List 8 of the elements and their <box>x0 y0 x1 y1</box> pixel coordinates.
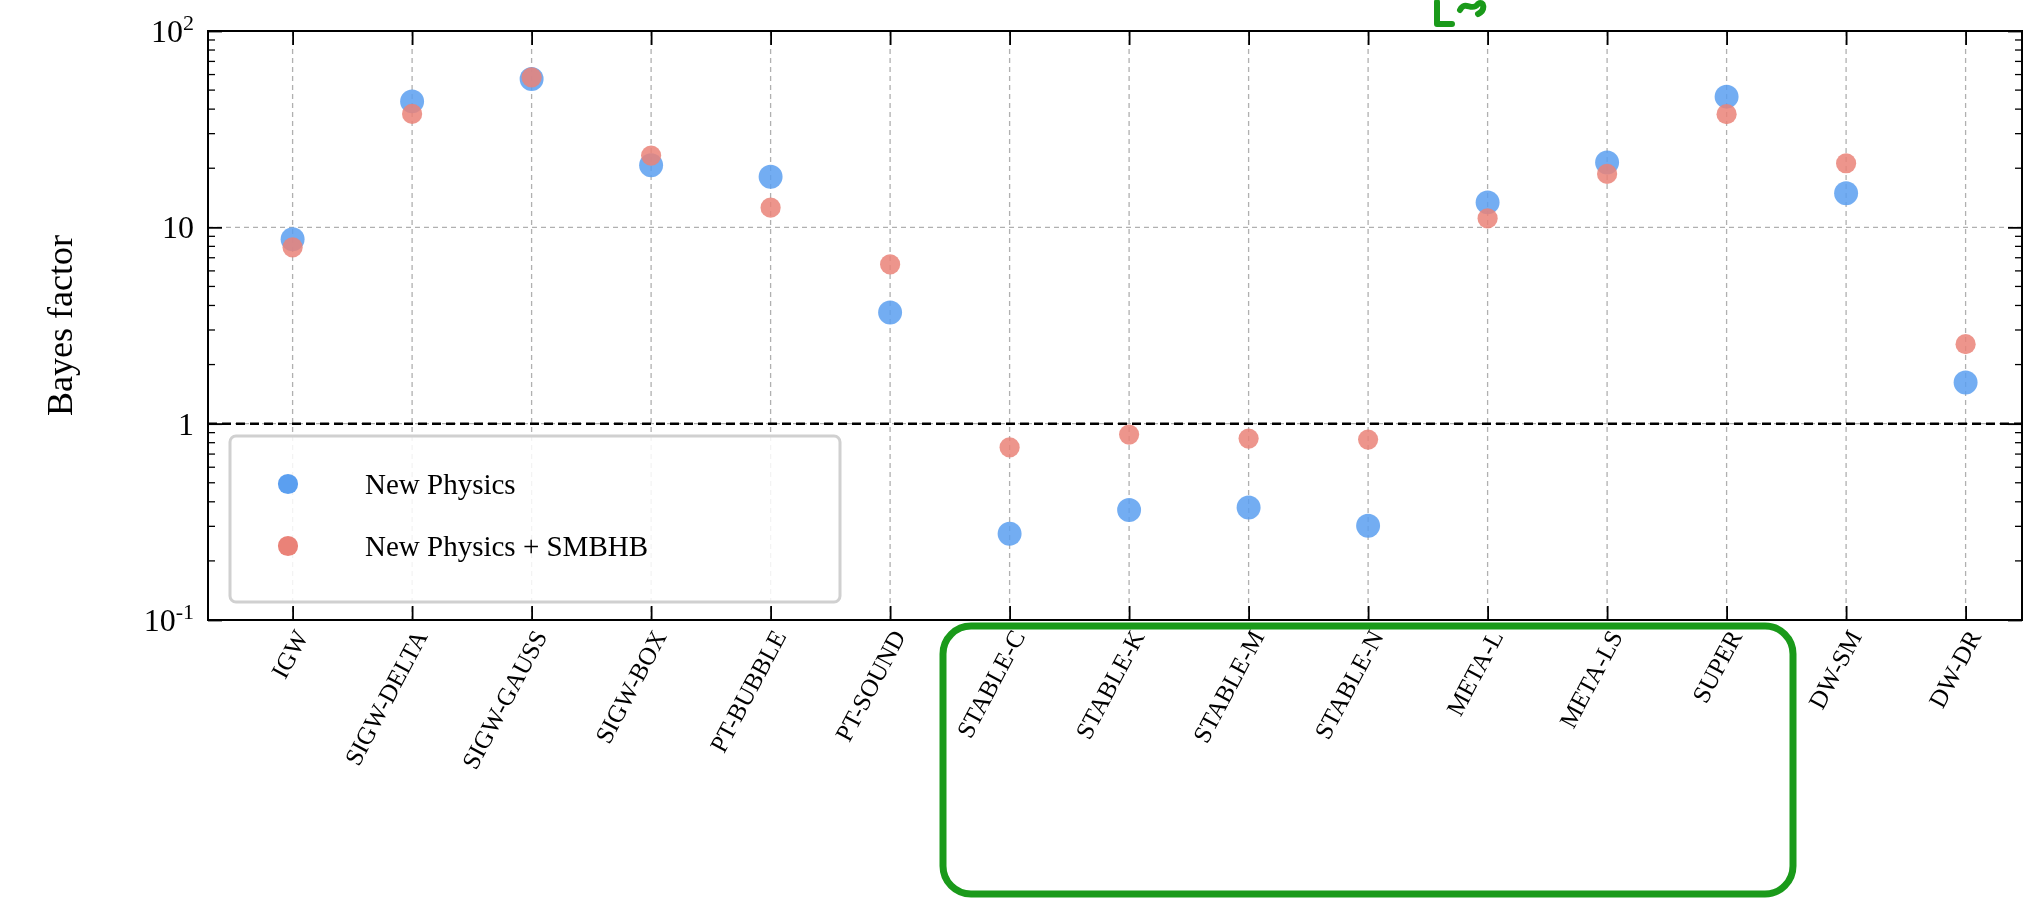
y-axis-title: Bayes factor <box>40 235 80 416</box>
legend-label: New Physics <box>365 468 516 500</box>
y-tick-label: 10 <box>162 209 194 246</box>
y-tick-label: 10$^{2}$ <box>151 9 194 49</box>
y-tick-label: 1 <box>178 405 194 442</box>
x-tick-label: IGW <box>265 625 314 683</box>
legend-label: New Physics + SMBHB <box>365 530 649 562</box>
y-tick-label: 10$^{-1}$ <box>143 598 194 638</box>
